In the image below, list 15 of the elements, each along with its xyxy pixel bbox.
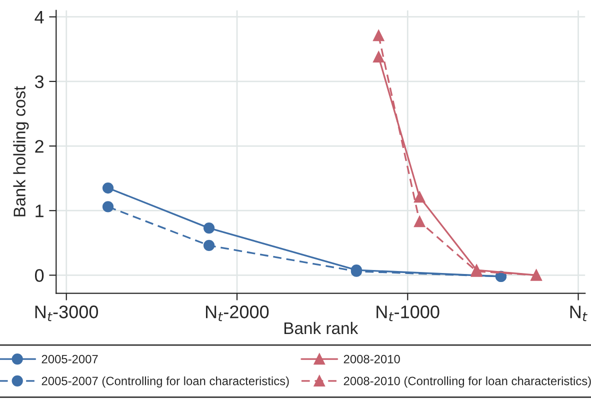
legend-label: 2008-2010 (Controlling for loan characteristics): [344, 376, 591, 388]
x-tick-label: N$_{t}$-3000: [35, 306, 98, 322]
y-tick-label: 4: [34, 10, 44, 24]
x-tick-label: N$_{t}$: [570, 306, 588, 322]
y-tick-label: 3: [34, 75, 44, 88]
legend-label: 2005-2007: [42, 354, 98, 364]
y-tick-label: 2: [35, 140, 44, 153]
y-tick-label: 0: [35, 269, 44, 282]
legend-label: 2005-2007 (Controlling for loan characteristics): [42, 376, 289, 388]
x-tick-label: N$_{t}$-2000: [206, 306, 269, 322]
x-axis-title: Bank rank: [284, 322, 358, 334]
y-tick-label: 1: [36, 204, 44, 218]
legend-label: 2008-2010: [344, 354, 400, 364]
x-tick-label: N$_{t}$-1000: [376, 306, 440, 322]
y-axis-title: Bank holding cost: [13, 86, 29, 216]
